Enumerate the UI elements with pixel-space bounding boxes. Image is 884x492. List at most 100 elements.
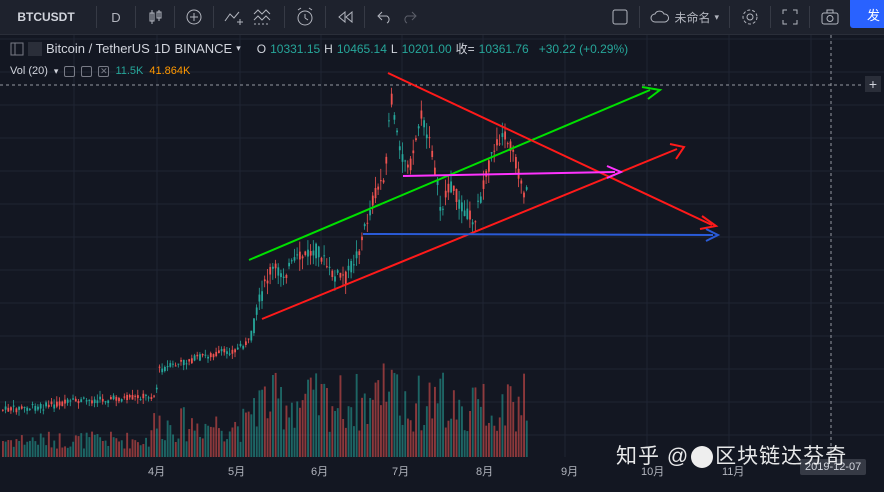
- volume-bar: [296, 401, 299, 457]
- camera-icon[interactable]: [816, 4, 844, 30]
- volume-bar: [85, 432, 88, 457]
- volume-bar: [382, 363, 385, 457]
- candle-body: [439, 206, 442, 211]
- volume-bar: [461, 406, 463, 457]
- volume-bar: [155, 428, 158, 457]
- volume-bar: [137, 442, 139, 457]
- volume-bar: [83, 448, 85, 457]
- candle-body: [77, 400, 80, 404]
- volume-bar: [169, 425, 172, 457]
- cloud-save-button[interactable]: 未命名 ▾: [646, 4, 723, 30]
- candle-body: [47, 404, 50, 407]
- candle-body: [374, 187, 377, 199]
- templates-icon[interactable]: [248, 4, 278, 30]
- candle-body: [307, 249, 309, 257]
- candle-body: [155, 387, 158, 390]
- candle-body: [180, 360, 182, 362]
- chevron-down-icon[interactable]: ▾: [236, 43, 241, 53]
- cloud-icon: [650, 10, 670, 23]
- toolbar-divider: [364, 6, 365, 28]
- price-chart[interactable]: [0, 35, 884, 457]
- volume-bar: [12, 446, 15, 457]
- candle-body: [169, 363, 172, 367]
- eye-icon[interactable]: [64, 65, 76, 77]
- replay-icon[interactable]: [332, 4, 358, 30]
- volume-bar: [269, 411, 272, 457]
- candle-body: [417, 126, 420, 129]
- volume-bar: [201, 438, 204, 457]
- candle-body: [371, 195, 374, 206]
- open-value: 10331.15: [270, 41, 321, 56]
- indicators-icon[interactable]: [220, 4, 248, 30]
- symbol-search-button[interactable]: BTCUSDT: [17, 10, 75, 24]
- chart-grid: [0, 35, 884, 457]
- candle-body: [161, 368, 164, 373]
- volume-bar: [412, 431, 415, 457]
- volume-bar: [512, 401, 515, 457]
- candle-body: [509, 141, 512, 151]
- candle-body: [126, 394, 128, 401]
- time-axis: 4月 5月 6月 7月 8月 9月 10月 11月: [0, 457, 884, 492]
- gear-icon[interactable]: [736, 4, 764, 30]
- candle-body: [207, 356, 209, 359]
- volume-bar: [520, 415, 523, 457]
- volume-bar: [358, 430, 361, 457]
- volume-bar: [180, 408, 183, 457]
- candle-body: [191, 358, 193, 364]
- exchange-label[interactable]: BINANCE: [174, 41, 233, 56]
- add-plus-icon[interactable]: +: [865, 76, 881, 92]
- volume-bar: [77, 436, 80, 457]
- toolbar-divider: [135, 6, 136, 28]
- volume-bar: [288, 417, 291, 457]
- candle-body: [512, 149, 515, 152]
- candle-body: [245, 341, 247, 346]
- candle-body: [145, 394, 147, 396]
- toolbar-divider: [96, 6, 97, 28]
- candlestick-icon[interactable]: [142, 4, 168, 30]
- candle-body: [463, 210, 466, 217]
- chevron-down-icon[interactable]: ▾: [53, 65, 59, 76]
- candle-body: [128, 395, 131, 398]
- candle-body: [455, 189, 458, 202]
- volume-bar: [2, 441, 4, 457]
- volume-bar: [39, 433, 42, 457]
- volume-bar: [469, 410, 471, 457]
- volume-bar: [307, 379, 309, 457]
- candle-body: [15, 408, 18, 413]
- redo-icon[interactable]: [397, 4, 423, 30]
- settings-icon[interactable]: [81, 65, 93, 77]
- candle-body: [342, 274, 344, 276]
- publish-button[interactable]: 发: [850, 0, 884, 28]
- candle-body: [482, 180, 485, 189]
- candle-body: [10, 407, 12, 411]
- volume-bar: [474, 387, 477, 457]
- fullscreen-icon[interactable]: [777, 4, 803, 30]
- close-icon[interactable]: ✕: [98, 65, 110, 77]
- volume-bar: [204, 423, 207, 457]
- alert-clock-icon[interactable]: [291, 4, 319, 30]
- pair-name[interactable]: Bitcoin / TetherUS: [46, 41, 150, 56]
- layout-square-icon[interactable]: [607, 4, 633, 30]
- candle-body: [398, 146, 401, 151]
- interval-button[interactable]: D: [111, 9, 121, 25]
- candle-body: [423, 120, 425, 128]
- trend-line-drawings[interactable]: [248, 72, 721, 320]
- volume-bar: [299, 407, 301, 457]
- candle-body: [115, 396, 118, 401]
- candle-body: [504, 131, 506, 140]
- candle-body: [401, 154, 404, 162]
- high-label: H: [324, 41, 333, 56]
- candle-body: [201, 353, 204, 356]
- volume-bar: [58, 433, 61, 457]
- undo-icon[interactable]: [371, 4, 397, 30]
- compare-add-icon[interactable]: [181, 4, 207, 30]
- volume-bar: [517, 396, 520, 457]
- volume-indicator-label[interactable]: Vol (20): [10, 65, 48, 77]
- candle-body: [212, 354, 215, 358]
- interval-label[interactable]: 1D: [153, 41, 171, 56]
- volume-bar: [274, 372, 277, 457]
- candle-body: [436, 180, 439, 186]
- collapse-icon[interactable]: [10, 42, 24, 56]
- volume-bar: [425, 406, 428, 457]
- volume-bar: [112, 437, 115, 457]
